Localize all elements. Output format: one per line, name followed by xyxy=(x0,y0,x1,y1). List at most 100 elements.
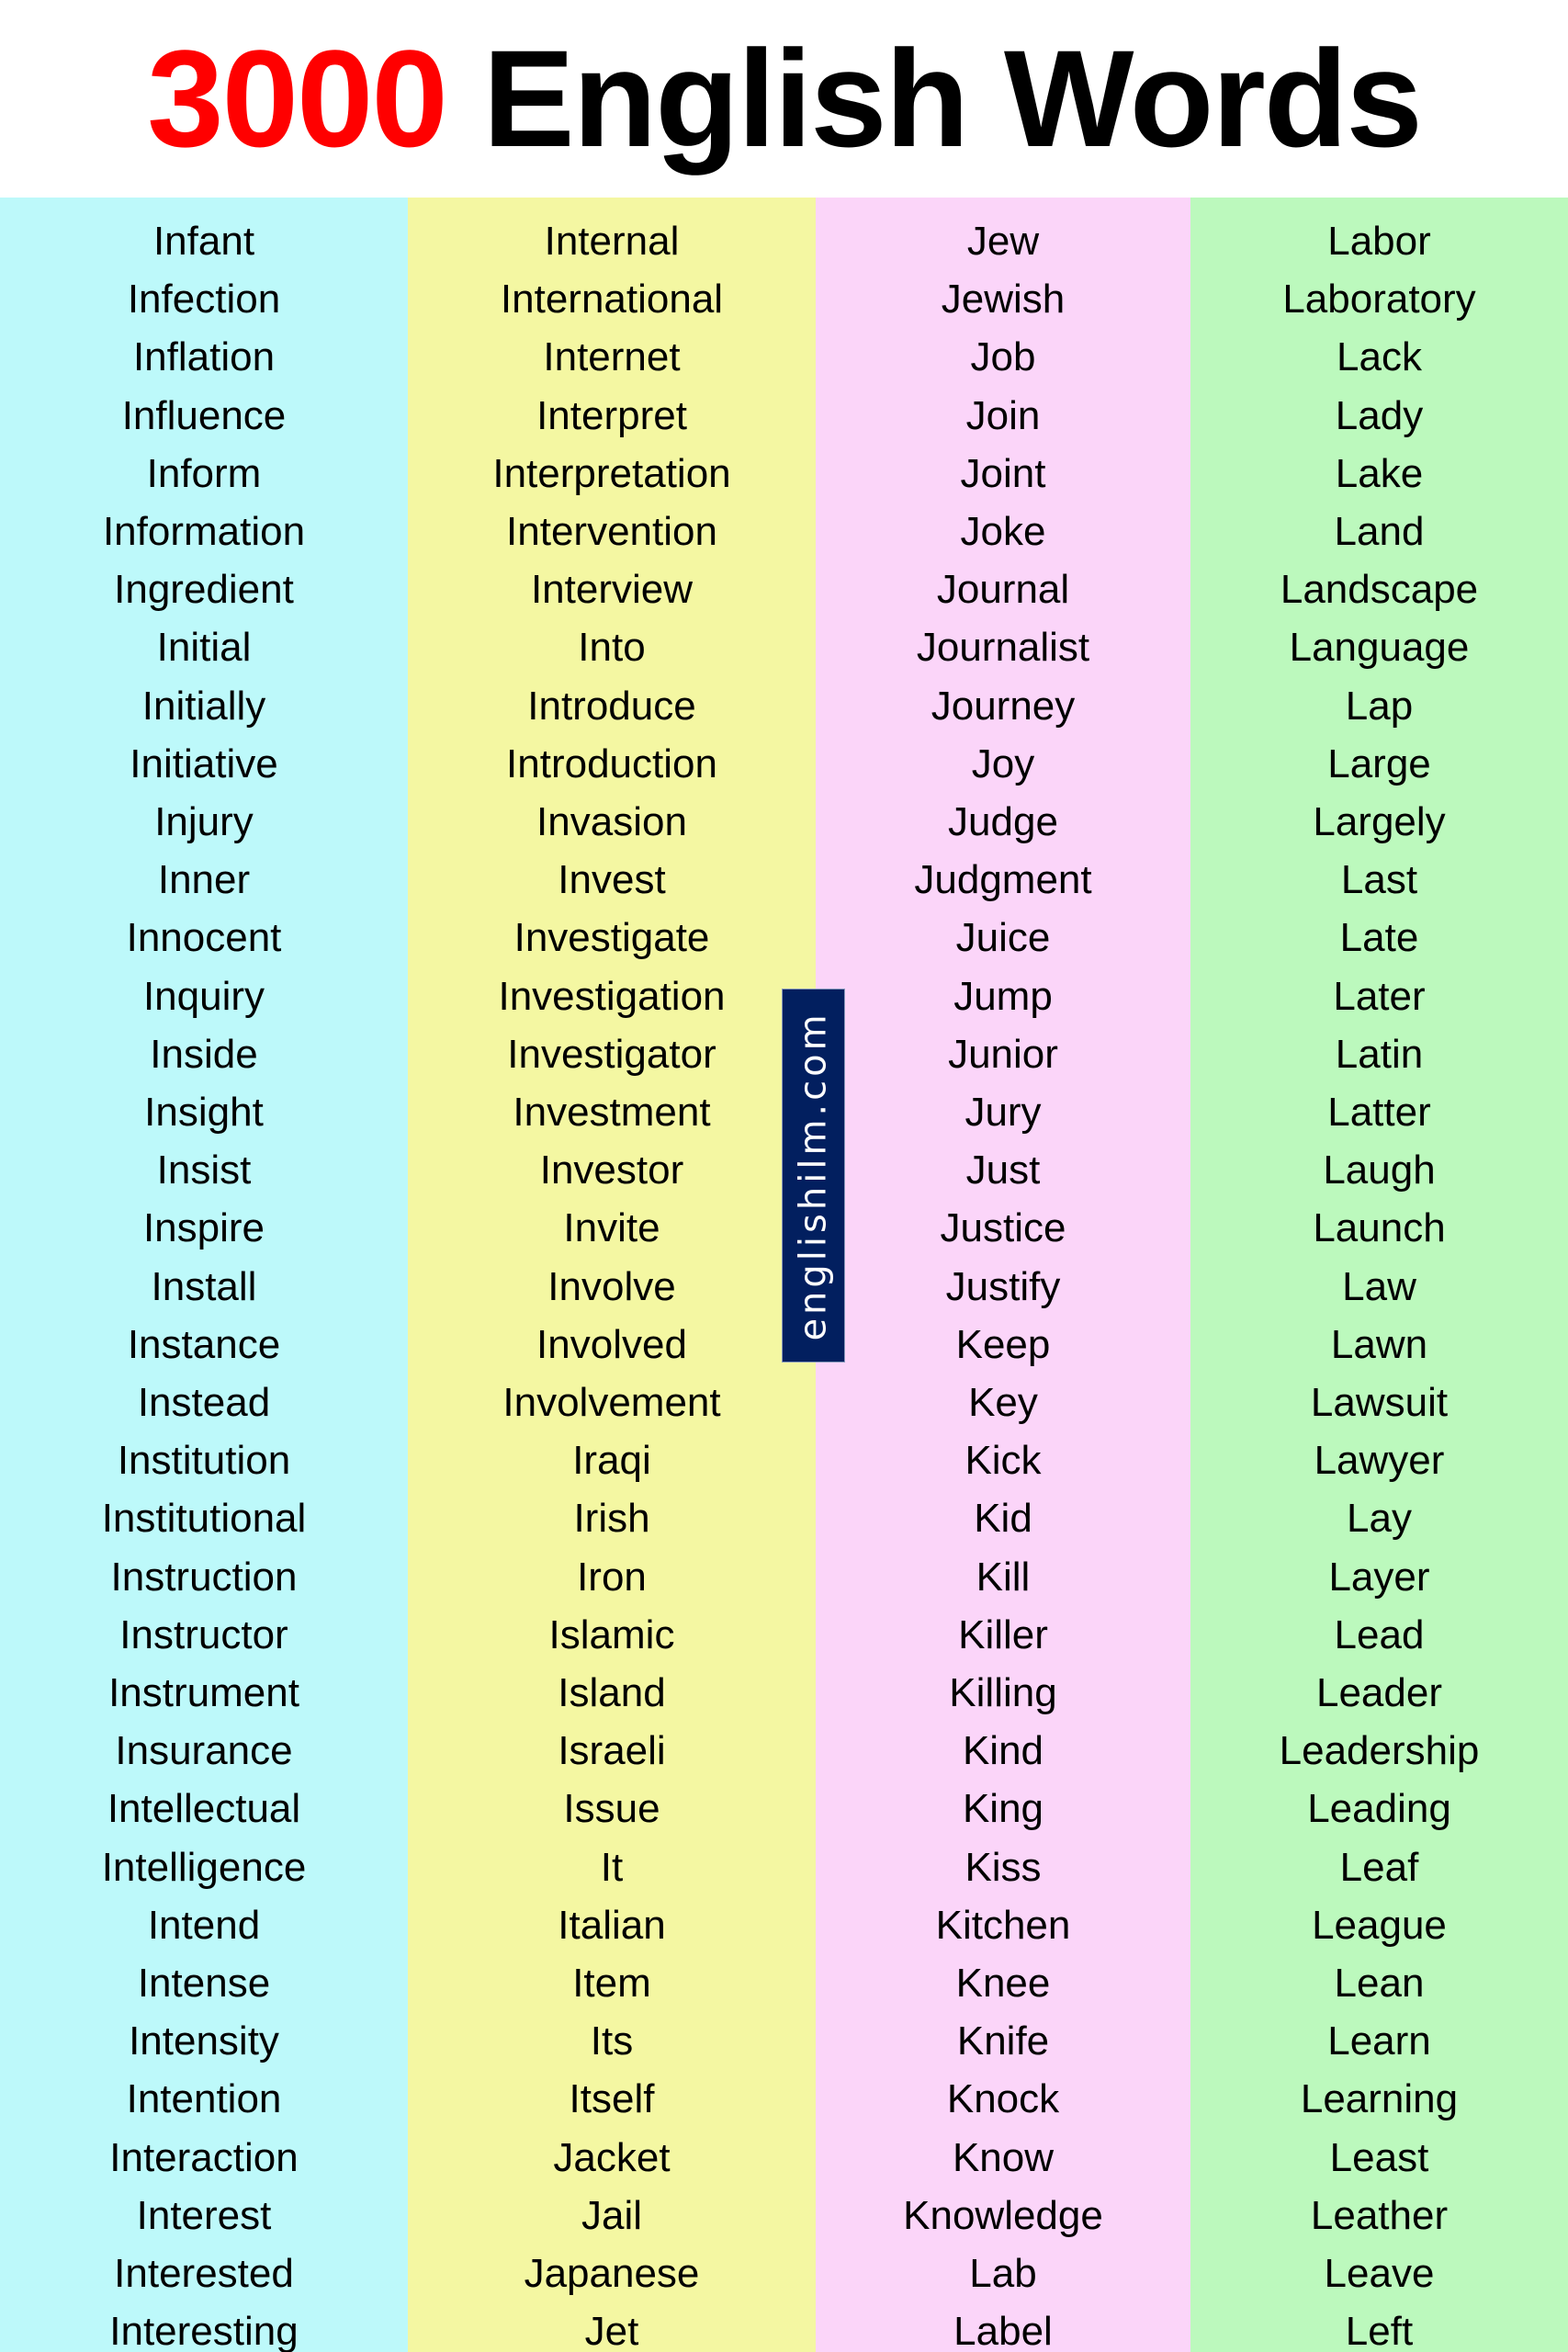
word-item: Learning xyxy=(1300,2076,1459,2122)
word-item: Landscape xyxy=(1280,567,1479,613)
word-item: Leadership xyxy=(1279,1728,1480,1774)
word-item: Instance xyxy=(127,1321,281,1367)
word-item: Lake xyxy=(1335,450,1424,496)
word-item: Kick xyxy=(964,1438,1042,1484)
word-item: Infection xyxy=(127,277,281,322)
word-item: Inform xyxy=(146,450,262,496)
word-item: Lawyer xyxy=(1314,1438,1445,1484)
word-item: Kill xyxy=(976,1554,1031,1600)
word-item: Inflation xyxy=(132,334,276,380)
word-item: Intend xyxy=(147,1902,261,1948)
word-item: Journey xyxy=(931,683,1076,729)
word-item: Laboratory xyxy=(1282,277,1476,322)
word-item: Lady xyxy=(1335,392,1424,438)
title-text: English Words xyxy=(482,21,1423,175)
word-item: Inspire xyxy=(142,1205,265,1251)
word-item: Land xyxy=(1334,509,1425,554)
word-item: Insist xyxy=(156,1148,252,1193)
word-item: Innocent xyxy=(126,915,282,961)
word-item: Knife xyxy=(956,2018,1050,2064)
word-item: Jet xyxy=(584,2309,639,2352)
word-item: Label xyxy=(953,2309,1053,2352)
word-item: Just xyxy=(965,1148,1041,1193)
word-item: Involvement xyxy=(502,1380,721,1425)
word-item: Involve xyxy=(547,1263,676,1309)
word-item: Interpretation xyxy=(492,450,731,496)
word-item: Invasion xyxy=(536,799,687,844)
word-item: Latter xyxy=(1327,1090,1431,1135)
title-number: 3000 xyxy=(147,21,448,175)
word-item: Lean xyxy=(1334,1961,1425,2006)
word-item: Iron xyxy=(577,1554,647,1600)
word-item: Investigator xyxy=(507,1031,716,1077)
word-item: Last xyxy=(1340,857,1418,903)
word-item: Instruction xyxy=(110,1554,298,1600)
word-item: Intellectual xyxy=(107,1786,301,1832)
word-item: Interesting xyxy=(109,2309,299,2352)
word-item: Influence xyxy=(121,392,287,438)
word-item: Italian xyxy=(558,1902,666,1948)
word-item: Leather xyxy=(1310,2192,1449,2238)
word-item: Lawsuit xyxy=(1310,1380,1449,1425)
word-item: Issue xyxy=(563,1786,660,1832)
word-item: Irish xyxy=(573,1496,650,1542)
word-item: Justice xyxy=(940,1205,1066,1251)
word-column-1: Infant Infection Inflation Influence Inform I… xyxy=(0,198,408,2352)
word-item: Intervention xyxy=(506,509,717,554)
word-item: It xyxy=(600,1844,624,1890)
word-item: Keep xyxy=(955,1321,1051,1367)
word-item: Leave xyxy=(1324,2251,1435,2296)
word-item: Leader xyxy=(1315,1670,1442,1715)
word-item: Intention xyxy=(126,2076,282,2122)
word-item: Lack xyxy=(1337,334,1422,380)
word-item: Investigate xyxy=(513,915,710,961)
word-item: Largely xyxy=(1313,799,1446,844)
word-item: Ingredient xyxy=(114,567,294,613)
word-item: Join xyxy=(965,392,1041,438)
word-item: Initial xyxy=(156,625,252,671)
word-item: Killer xyxy=(958,1611,1048,1657)
word-item: Law xyxy=(1342,1263,1416,1309)
word-item: Kiss xyxy=(964,1844,1042,1890)
word-item: Lap xyxy=(1345,683,1414,729)
word-item: Juice xyxy=(955,915,1051,961)
word-item: Learn xyxy=(1327,2018,1431,2064)
word-item: Introduce xyxy=(527,683,696,729)
word-column-4: Labor Laboratory Lack Lady Lake Land Landscape… xyxy=(1190,198,1568,2352)
word-item: Investor xyxy=(539,1148,684,1193)
word-item: Joy xyxy=(971,741,1035,786)
word-item: Install xyxy=(151,1263,257,1309)
word-item: King xyxy=(962,1786,1044,1832)
word-item: Israeli xyxy=(558,1728,666,1774)
word-item: Jury xyxy=(964,1090,1042,1135)
word-item: Involved xyxy=(536,1321,687,1367)
word-item: Jump xyxy=(953,973,1053,1019)
word-item: Jewish xyxy=(941,277,1066,322)
word-item: Job xyxy=(970,334,1036,380)
word-item: Later xyxy=(1333,973,1426,1019)
word-item: Kid xyxy=(974,1496,1032,1542)
word-item: Inquiry xyxy=(142,973,265,1019)
word-item: Knowledge xyxy=(903,2192,1103,2238)
word-item: Language xyxy=(1289,625,1470,671)
word-item: Lab xyxy=(969,2251,1037,2296)
word-item: Intense xyxy=(137,1961,271,2006)
word-item: Information xyxy=(102,509,306,554)
word-item: Iraqi xyxy=(572,1438,651,1484)
word-item: Intelligence xyxy=(101,1844,307,1890)
word-item: Kitchen xyxy=(935,1902,1071,1948)
word-item: Judge xyxy=(948,799,1058,844)
word-item: Introduction xyxy=(506,741,717,786)
word-item: Launch xyxy=(1313,1205,1446,1251)
word-item: Leading xyxy=(1307,1786,1451,1832)
word-item: Joke xyxy=(960,509,1046,554)
word-item: Least xyxy=(1329,2134,1429,2180)
word-item: Island xyxy=(558,1670,666,1715)
word-item: Knee xyxy=(955,1961,1051,2006)
word-item: Inside xyxy=(150,1031,258,1077)
word-item: Junior xyxy=(948,1031,1058,1077)
word-item: Institutional xyxy=(101,1496,307,1542)
word-item: Left xyxy=(1345,2309,1414,2352)
word-item: Institution xyxy=(117,1438,291,1484)
word-item: Knock xyxy=(946,2076,1060,2122)
